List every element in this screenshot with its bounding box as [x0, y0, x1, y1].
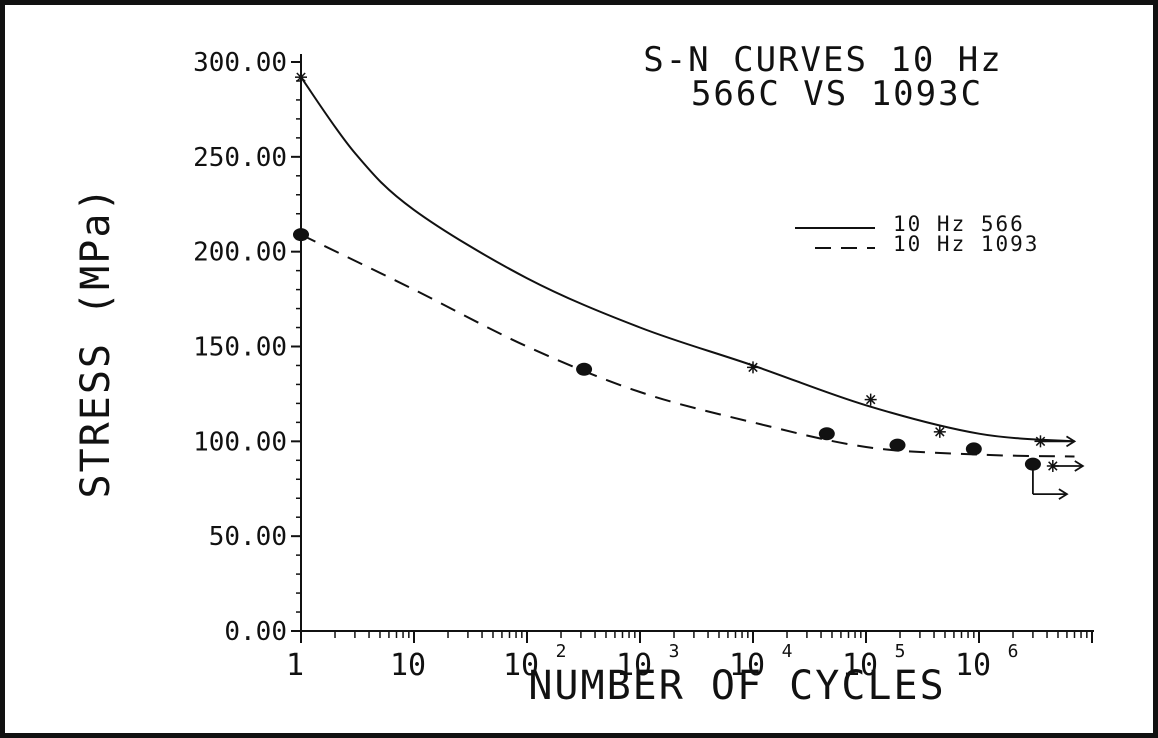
x-tick-label: 10	[842, 648, 878, 683]
y-tick-label: 200.00	[193, 238, 287, 268]
runout-arrow	[1032, 468, 1069, 500]
asterisk-marker	[933, 425, 946, 438]
circle-marker	[889, 438, 906, 452]
asterisk-marker	[295, 71, 307, 84]
x-tick-exponent: 6	[1008, 641, 1019, 662]
y-tick-label: 50.00	[209, 522, 287, 552]
legend-label-1093: 10 Hz 1093	[893, 232, 1039, 256]
sn-chart: 0.00 50.00 100.00 150.00 200.00 250.00 300.00 1…	[73, 40, 1094, 709]
y-tick-label: 150.00	[193, 333, 287, 363]
x-tick-exponent: 2	[556, 641, 567, 662]
x-tick-label: 10	[503, 648, 539, 683]
x-tick-label: 10	[390, 648, 426, 683]
y-axis-title: STRESS (MPa)	[73, 186, 119, 499]
circle-marker	[1024, 457, 1041, 471]
y-tick-label: 0.00	[224, 617, 287, 647]
x-tick-label: 10	[729, 648, 765, 683]
circle-marker	[576, 362, 593, 376]
axes	[300, 54, 1094, 632]
x-tick-label: 10	[955, 648, 991, 683]
x-tick-label: 10	[616, 648, 652, 683]
circle-marker	[293, 228, 309, 242]
axis-ticks: 0.00 50.00 100.00 150.00 200.00 250.00 300.00 1…	[193, 48, 1093, 683]
x-axis-title: NUMBER OF CYCLES	[528, 663, 945, 709]
runout-arrow	[1040, 435, 1077, 448]
x-tick-exponent: 3	[669, 641, 680, 662]
x-tick-exponent: 5	[895, 641, 906, 662]
runout-arrows	[1032, 435, 1085, 500]
x-tick-label: 1	[286, 648, 304, 683]
legend-label-566: 10 Hz 566	[893, 212, 1025, 236]
y-tick-label: 100.00	[193, 427, 287, 457]
legend: 10 Hz 566 10 Hz 1093	[795, 212, 1039, 256]
x-tick-exponent: 4	[782, 641, 793, 662]
asterisk-marker	[747, 361, 759, 374]
asterisk-marker	[864, 393, 877, 406]
y-tick-label: 300.00	[193, 48, 287, 78]
series-curves	[300, 76, 1075, 458]
circle-marker	[818, 427, 835, 441]
data-markers	[293, 71, 1059, 472]
runout-arrow	[1052, 460, 1085, 472]
circle-marker	[965, 442, 982, 456]
chart-title-line-1: S-N CURVES 10 Hz	[643, 40, 1003, 80]
chart-title-line-2: 566C VS 1093C	[691, 74, 983, 114]
curve-1093	[300, 233, 1075, 458]
y-tick-label: 250.00	[193, 143, 287, 173]
curve-566	[300, 76, 1075, 443]
